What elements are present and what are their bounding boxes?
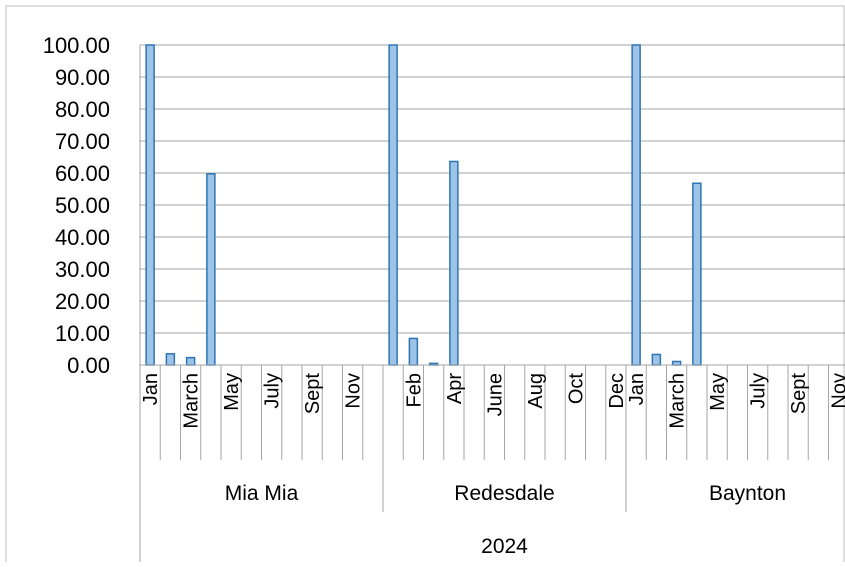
y-axis-ticks: 0.00 10.00 20.00 30.00 40.00 50.00 60.00 70.00 8… xyxy=(43,33,110,378)
group-label: Mia Mia xyxy=(225,482,299,505)
y-tick-label: 80.00 xyxy=(55,97,110,122)
x-tick-label: Jan xyxy=(626,373,648,405)
y-tick-label: 50.00 xyxy=(55,193,110,218)
y-tick-label: 90.00 xyxy=(55,65,110,90)
y-tick-label: 10.00 xyxy=(55,321,110,346)
x-tick-label: March xyxy=(181,373,203,429)
bar xyxy=(692,182,702,366)
x-tick-label: Nov xyxy=(829,373,845,409)
x-tick-label: July xyxy=(262,373,284,409)
x-tick-label: June xyxy=(484,373,506,416)
x-tick-label: Feb xyxy=(403,373,425,407)
x-tick-label: July xyxy=(748,373,770,409)
x-tick-label: Oct xyxy=(565,373,587,405)
x-tick-label: March xyxy=(667,373,689,429)
bar xyxy=(185,356,196,366)
bar xyxy=(145,44,155,366)
x-tick-label: Nov xyxy=(343,373,365,409)
bar xyxy=(165,353,176,366)
bars xyxy=(145,44,702,366)
group-label: Redesdale xyxy=(454,482,554,505)
year-label: 2024 xyxy=(481,535,528,558)
x-axis-labels: Jan March May July Sept Nov Mia Mia Feb Apr June A… xyxy=(140,373,845,558)
x-tick-label: May xyxy=(707,373,729,411)
y-tick-label: 20.00 xyxy=(55,289,110,314)
y-tick-label: 70.00 xyxy=(55,129,110,154)
x-tick-label: Jan xyxy=(140,373,162,405)
bar xyxy=(408,337,419,366)
x-tick-label: Dec xyxy=(606,373,628,409)
chart-border xyxy=(5,5,845,567)
y-tick-label: 100.00 xyxy=(43,33,110,58)
y-tick-label: 60.00 xyxy=(55,161,110,186)
y-tick-label: 30.00 xyxy=(55,257,110,282)
bar xyxy=(631,44,641,366)
x-tick-label: Aug xyxy=(525,373,547,409)
y-tick-label: 40.00 xyxy=(55,225,110,250)
x-tick-label: Sept xyxy=(302,373,324,415)
x-tick-label: Apr xyxy=(444,373,466,404)
category-axis xyxy=(139,364,845,562)
x-tick-label: May xyxy=(221,373,243,411)
bar xyxy=(388,44,398,366)
gridlines xyxy=(139,44,845,366)
bar xyxy=(671,360,682,366)
x-tick-label: Sept xyxy=(788,373,810,415)
bar xyxy=(206,173,216,366)
group-label: Baynton xyxy=(709,482,786,505)
bar xyxy=(651,353,662,366)
bar xyxy=(449,160,459,366)
y-tick-label: 0.00 xyxy=(67,353,110,378)
